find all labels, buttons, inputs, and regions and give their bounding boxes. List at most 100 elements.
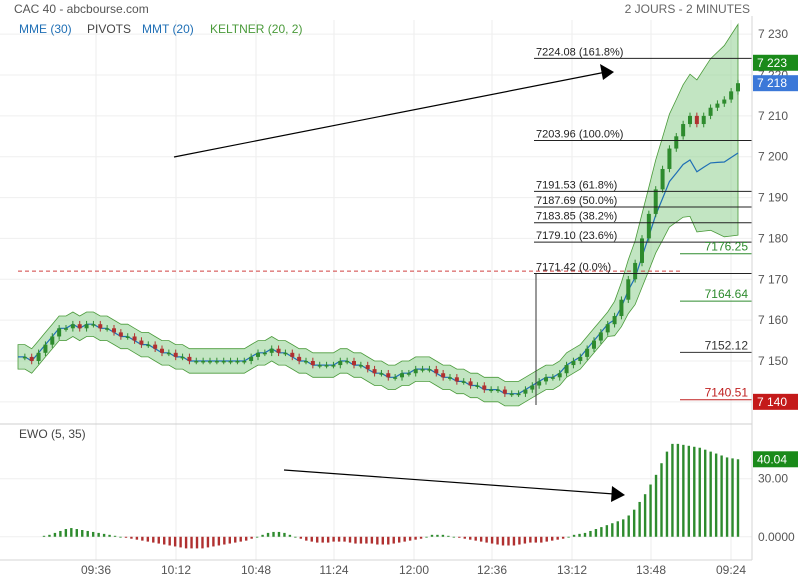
axes: 09:36 10:12 10:48 11:24 12:00 12:36 13:12 13:48… — [81, 27, 798, 577]
legend-mme[interactable]: MME (30) — [19, 22, 72, 36]
ewo-bar — [255, 536, 259, 538]
ewo-bar — [179, 536, 182, 548]
ewo-bar — [551, 536, 554, 541]
ewo-bar — [731, 458, 734, 537]
candle — [173, 352, 178, 357]
candle — [413, 369, 418, 374]
candle — [338, 360, 343, 366]
ewo-bar — [561, 536, 565, 539]
ewo-bar — [108, 534, 111, 537]
candle — [290, 352, 295, 357]
ewo-bar — [687, 445, 691, 537]
candle — [605, 324, 610, 333]
price-badge-label: 7 140 — [757, 395, 787, 409]
candle — [98, 324, 103, 329]
candle — [468, 381, 473, 386]
candle — [653, 189, 658, 214]
ewo-bar — [239, 536, 242, 542]
candle — [304, 360, 308, 363]
fib-level-label: 7187.69 (50.0%) — [536, 195, 617, 207]
ewo-bar — [283, 532, 286, 537]
candle — [454, 377, 459, 382]
candle — [153, 344, 158, 349]
candle — [626, 279, 631, 300]
candle — [598, 332, 603, 341]
ewo-y-tick-label: 30.00 — [758, 472, 788, 486]
ewo-bar — [266, 532, 270, 537]
ewo-bar — [272, 531, 275, 537]
candle — [242, 360, 247, 363]
ewo-bar — [343, 536, 346, 542]
ewo-bar — [578, 533, 581, 537]
ewo-bar — [704, 449, 707, 537]
ewo-bar — [212, 536, 215, 547]
candle — [118, 332, 123, 337]
candle — [91, 324, 96, 326]
candle — [249, 356, 254, 361]
candle — [262, 352, 267, 355]
legend-mmt[interactable]: MMT (20) — [142, 22, 194, 36]
ewo-bar — [206, 536, 210, 548]
candle — [386, 373, 391, 378]
y-tick-label: 7 160 — [758, 313, 788, 327]
candle — [441, 373, 446, 378]
ewo-bar — [714, 453, 718, 537]
candle — [166, 352, 171, 355]
candle — [84, 324, 89, 329]
fib-level-label: 7203.96 (100.0%) — [536, 129, 623, 141]
candle — [544, 377, 548, 382]
candle — [585, 348, 590, 357]
ewo-bar — [392, 536, 395, 544]
ewo-bar — [676, 443, 680, 537]
candle — [201, 360, 206, 363]
ewo-bar — [556, 536, 559, 540]
ewo-bar — [113, 535, 117, 537]
ewo-bar — [370, 536, 374, 544]
candle — [571, 360, 576, 366]
trend-arrow-up — [173, 64, 614, 158]
fib-level-label: 7224.08 (161.8%) — [536, 46, 623, 58]
candle — [646, 213, 651, 239]
ewo-bar — [190, 536, 193, 549]
x-tick-label: 10:48 — [241, 563, 271, 577]
ewo-bar — [119, 536, 122, 538]
y-tick-label: 7 150 — [758, 354, 788, 368]
mme-line — [18, 152, 739, 395]
x-tick-label: 13:48 — [636, 563, 666, 577]
x-tick-label: 09:36 — [81, 563, 111, 577]
candle — [523, 389, 528, 394]
ewo-bar — [408, 536, 412, 541]
legend-keltner[interactable]: KELTNER (20, 2) — [210, 22, 302, 36]
candle — [667, 148, 672, 169]
ewo-bar — [86, 530, 89, 537]
candle — [358, 365, 363, 367]
ewo-bar — [397, 536, 401, 543]
ewo-bar — [157, 536, 160, 544]
candle — [146, 344, 151, 347]
x-tick-label: 11:24 — [319, 563, 348, 577]
candle — [317, 365, 322, 367]
candle — [640, 238, 644, 263]
candle — [557, 373, 562, 378]
ewo-bar — [616, 521, 619, 537]
ewo-bar — [365, 536, 368, 544]
candle — [489, 389, 494, 392]
timeframe-label: 2 JOURS - 2 MINUTES — [625, 2, 750, 16]
ewo-bar — [48, 534, 51, 537]
level-label: 7152.12 — [705, 338, 749, 352]
ewo-bar — [654, 474, 658, 537]
legend-pivots[interactable]: PIVOTS — [87, 22, 131, 36]
ewo-bar — [469, 536, 472, 540]
ewo-bar — [152, 536, 155, 543]
ewo-bar — [195, 536, 199, 549]
candle — [660, 168, 665, 190]
ewo-bar — [693, 446, 696, 537]
ewo-bar — [141, 536, 144, 541]
candle — [379, 373, 384, 375]
candle — [722, 99, 727, 104]
price-badge — [753, 54, 798, 71]
x-tick-label: 10:12 — [161, 563, 191, 577]
candle — [180, 356, 185, 359]
ewo-bar — [485, 536, 488, 543]
ewo-bar — [627, 515, 630, 537]
